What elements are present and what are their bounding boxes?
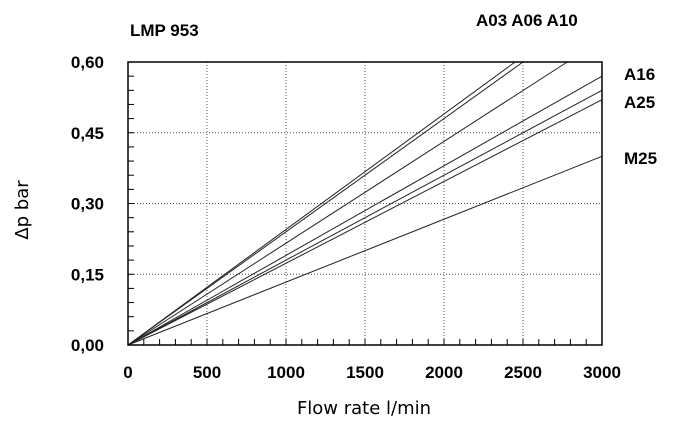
series-line-a06: [127, 61, 524, 346]
y-tick-label: 0,00: [71, 336, 104, 355]
series-label-m25: M25: [624, 149, 657, 168]
x-axis-label: Flow rate l/min: [297, 398, 431, 419]
x-tick-label: 0: [123, 363, 132, 382]
chart-title: LMP 953: [130, 21, 199, 40]
series-line-a10: [127, 61, 568, 346]
grid: [127, 61, 603, 346]
series-label-a03-a06-a10: A03 A06 A10: [476, 11, 578, 30]
x-tick-label: 2500: [504, 363, 542, 382]
y-axis-label: Δp bar: [12, 180, 33, 240]
y-tick-label: 0,60: [71, 53, 104, 72]
x-tick-label: 3000: [583, 363, 621, 382]
minor-ticks: [127, 61, 603, 346]
series-line-m25: [127, 155, 603, 346]
y-tick-label: 0,30: [71, 195, 104, 214]
y-tick-label: 0,45: [71, 124, 104, 143]
x-tick-label: 500: [193, 363, 221, 382]
series-line-a03: [127, 61, 516, 346]
y-tick-label: 0,15: [71, 265, 104, 284]
y-tick-labels: 0,00 0,15 0,30 0,45 0,60: [71, 53, 104, 355]
series-label-a25: A25: [624, 93, 655, 112]
x-tick-label: 1500: [346, 363, 384, 382]
series-line-a25: [127, 89, 603, 346]
x-tick-label: 2000: [425, 363, 463, 382]
series-line-a25b: [127, 99, 603, 346]
series-line-a16: [127, 75, 603, 346]
x-tick-label: 1000: [267, 363, 305, 382]
x-tick-labels: 0 500 1000 1500 2000 2500 3000: [123, 363, 621, 382]
series-lines: [127, 61, 603, 346]
series-label-a16: A16: [624, 65, 655, 84]
